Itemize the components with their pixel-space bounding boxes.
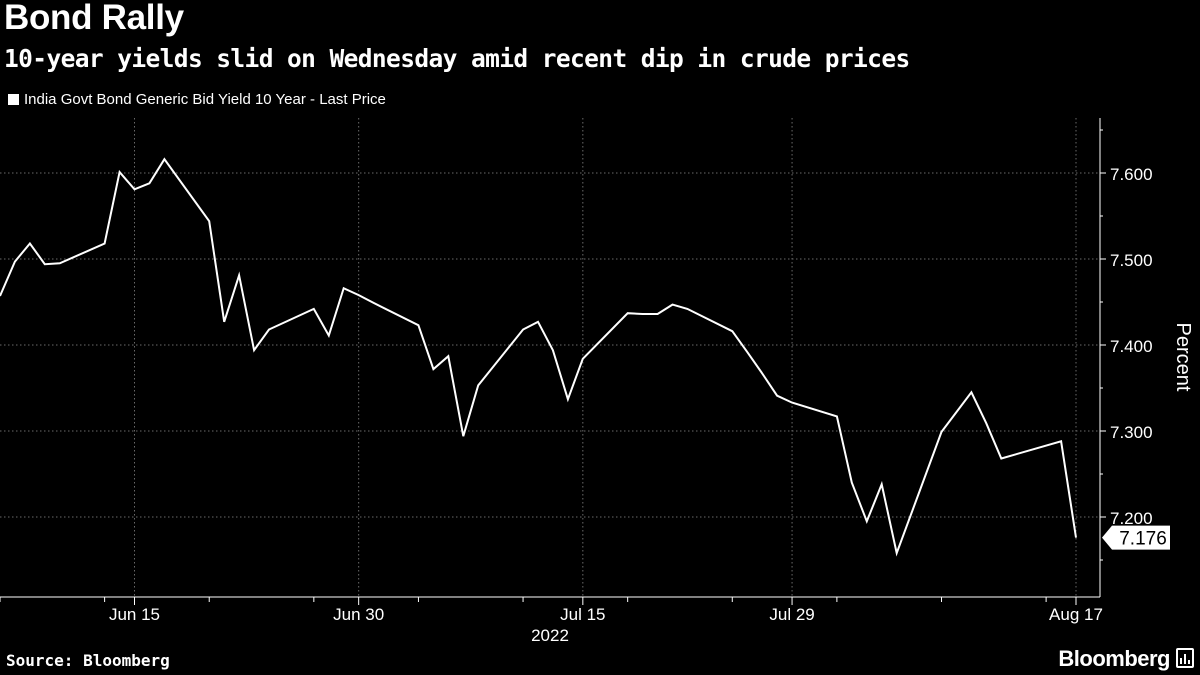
x-tick-label: Jun 15 [109, 605, 160, 624]
x-tick-label: Jul 15 [560, 605, 605, 624]
x-tick-label: Jul 29 [769, 605, 814, 624]
tick-labels: 7.200 7.300 7.400 7.500 7.600 Jun 15 Jun 30 Jul… [109, 165, 1194, 645]
series-line [0, 157, 1077, 557]
y-tick-label: 7.300 [1110, 423, 1153, 442]
last-value-flag [1102, 525, 1170, 550]
legend: India Govt Bond Generic Bid Yield 10 Yea… [8, 91, 386, 108]
legend-swatch [8, 94, 19, 105]
y-tick-label: 7.200 [1110, 509, 1153, 528]
x-tick-label: Jun 30 [333, 605, 384, 624]
last-value-label: 7.176 [1119, 529, 1167, 550]
source-note: Source: Bloomberg [6, 651, 170, 670]
chart-subtitle: 10-year yields slid on Wednesday amid re… [4, 44, 910, 73]
y-axis-title: Percent [1172, 323, 1194, 392]
x-axis-title: 2022 [531, 626, 569, 645]
axes [0, 118, 1106, 605]
series-layer [0, 157, 1077, 557]
bloomberg-chart-icon [1176, 648, 1194, 668]
gridlines [0, 118, 1100, 597]
y-tick-label: 7.400 [1110, 337, 1153, 356]
x-tick-label: Aug 17 [1049, 605, 1103, 624]
y-tick-label: 7.500 [1110, 251, 1153, 270]
chart-title: Bond Rally [4, 0, 184, 37]
legend-label: India Govt Bond Generic Bid Yield 10 Yea… [24, 91, 386, 108]
y-tick-label: 7.600 [1110, 165, 1153, 184]
brand-logo-text: Bloomberg [1058, 646, 1170, 671]
